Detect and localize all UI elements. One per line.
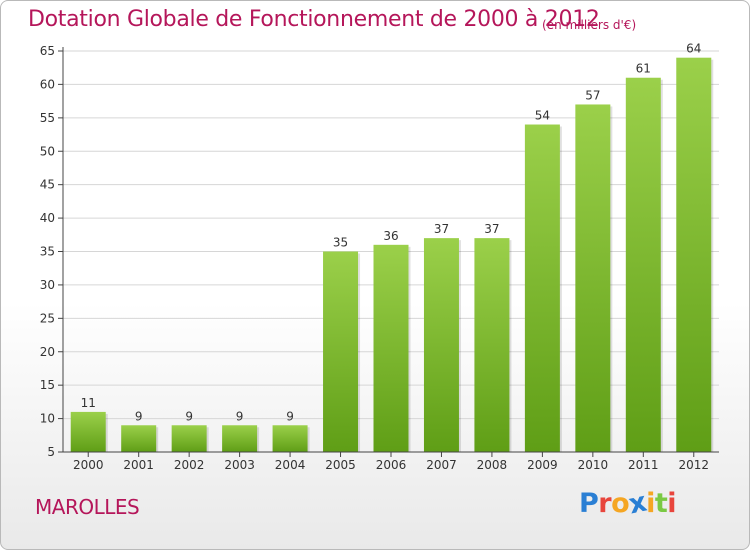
x-tick-label: 2003 [224,458,255,472]
bar [323,251,359,452]
bar-value-label: 37 [434,222,449,236]
y-tick-label: 30 [40,278,55,292]
y-axis-ticks: 5 10 15 20 25 30 35 40 45 50 55 60 65 [40,44,63,459]
bar [474,238,510,452]
bar-value-label: 36 [383,229,398,243]
y-tick-label: 55 [40,111,55,125]
bar [121,425,157,452]
y-tick-label: 60 [40,77,55,91]
proxiti-logo: Proxiti [579,487,677,521]
x-tick-label: 2009 [527,458,558,472]
bar [171,425,207,452]
bar-value-label: 11 [81,396,96,410]
y-tick-label: 15 [40,378,55,392]
y-tick-label: 35 [40,245,55,259]
x-tick-label: 2001 [123,458,154,472]
bar [676,57,712,452]
bar-value-label: 9 [185,409,193,423]
bar-value-label: 54 [535,109,550,123]
x-tick-label: 2002 [174,458,205,472]
y-tick-label: 10 [40,412,55,426]
y-tick-label: 25 [40,311,55,325]
logo-letter: o [611,488,630,519]
bar [524,124,560,453]
bar [625,77,661,452]
bar [373,244,409,452]
bar-value-label: 57 [585,88,600,102]
x-tick-label: 2011 [628,458,659,472]
chart-title: Dotation Globale de Fonctionnement de 20… [28,7,600,32]
bar-value-label: 37 [484,222,499,236]
chart-unit: (en milliers d'€) [542,18,637,32]
bar-value-label: 9 [135,409,143,423]
bars [70,57,714,453]
logo-letter: r [598,488,612,519]
data-labels: 11 9 9 9 9 35 36 37 37 54 57 61 64 [81,42,702,424]
logo-letter: P [579,488,599,519]
bar [70,411,106,452]
y-tick-label: 5 [47,445,55,459]
x-tick-label: 2007 [426,458,457,472]
x-tick-label: 2010 [578,458,609,472]
y-tick-label: 65 [40,44,55,58]
bar-value-label: 9 [236,409,244,423]
x-tick-label: 2000 [73,458,104,472]
logo-letter: i [667,488,677,519]
bar [423,238,459,452]
x-tick-label: 2005 [325,458,356,472]
x-axis-ticks: 2000 2001 2002 2003 2004 2005 2006 2007 2008 2009… [73,452,709,472]
bar [272,425,308,452]
bar-value-label: 61 [636,62,651,76]
x-tick-label: 2012 [678,458,709,472]
y-tick-label: 50 [40,144,55,158]
bar-value-label: 64 [686,42,701,56]
y-tick-label: 40 [40,211,55,225]
bar-value-label: 9 [286,409,294,423]
commune-name: MAROLLES [35,495,140,519]
x-tick-label: 2006 [376,458,407,472]
bar [575,104,611,452]
logo-letter: t [654,488,668,519]
bar [222,425,258,452]
y-tick-label: 20 [40,345,55,359]
y-tick-label: 45 [40,178,55,192]
bar-value-label: 35 [333,236,348,250]
logo-letter: i [646,488,655,519]
x-tick-label: 2004 [275,458,306,472]
x-tick-label: 2008 [477,458,508,472]
